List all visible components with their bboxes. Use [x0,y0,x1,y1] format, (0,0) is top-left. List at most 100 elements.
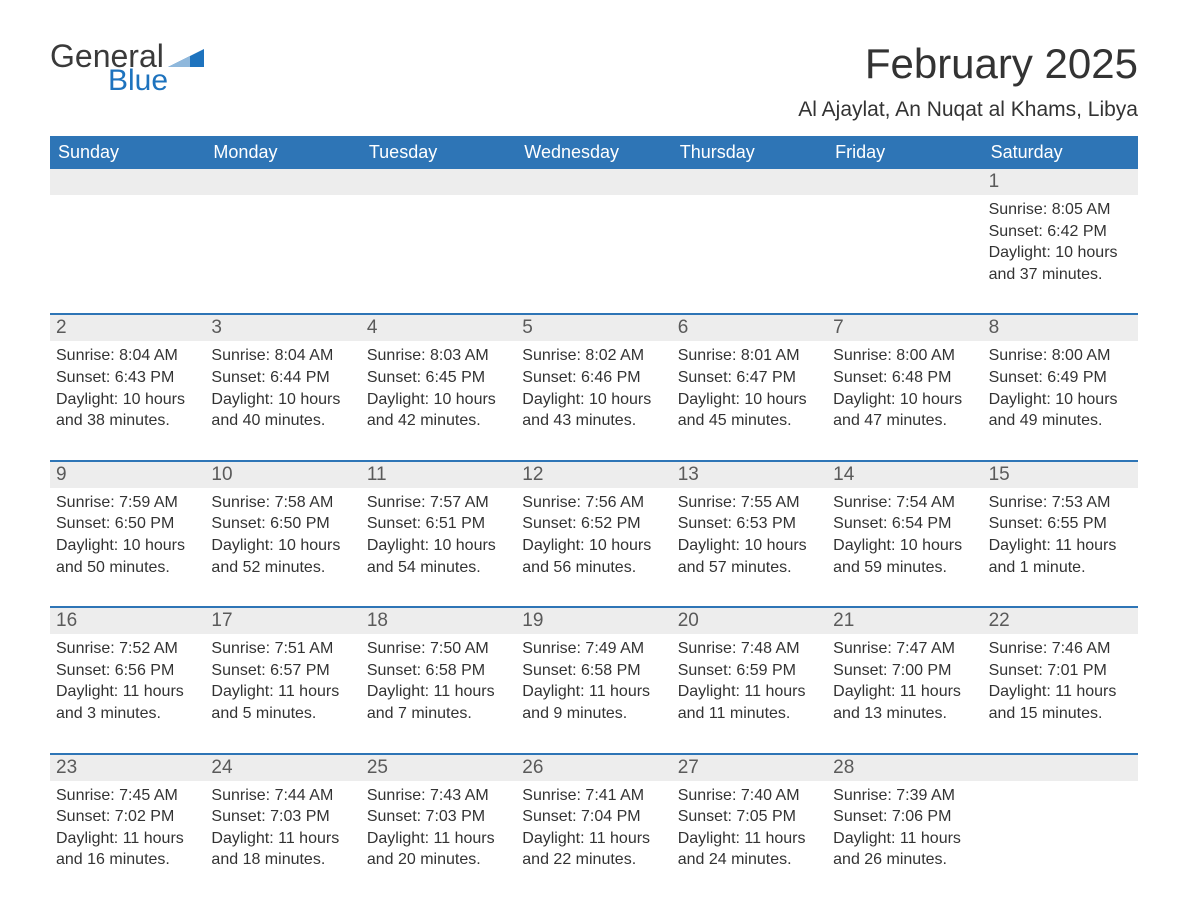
day-cell: Sunrise: 8:02 AMSunset: 6:46 PMDaylight:… [516,341,671,441]
sunset-text: Sunset: 7:02 PM [56,806,199,828]
sunrise-text: Sunrise: 7:40 AM [678,785,821,807]
sunrise-text: Sunrise: 7:50 AM [367,638,510,660]
day-number: 18 [361,608,516,634]
day-number: 1 [983,169,1138,195]
sunset-text: Sunset: 6:58 PM [367,660,510,682]
day-number: 8 [983,315,1138,341]
sunset-text: Sunset: 7:01 PM [989,660,1132,682]
day-cell: Sunrise: 7:51 AMSunset: 6:57 PMDaylight:… [205,634,360,734]
day-cell: Sunrise: 8:00 AMSunset: 6:49 PMDaylight:… [983,341,1138,441]
day-number [983,755,1138,781]
sunrise-text: Sunrise: 7:49 AM [522,638,665,660]
daylight-text: Daylight: 10 hours and 49 minutes. [989,389,1132,432]
sunrise-text: Sunrise: 8:00 AM [989,345,1132,367]
sunrise-text: Sunrise: 8:01 AM [678,345,821,367]
day-number: 6 [672,315,827,341]
day-cell: Sunrise: 8:00 AMSunset: 6:48 PMDaylight:… [827,341,982,441]
week-row: 2345678Sunrise: 8:04 AMSunset: 6:43 PMDa… [50,313,1138,441]
sunrise-text: Sunrise: 7:48 AM [678,638,821,660]
sunrise-text: Sunrise: 7:41 AM [522,785,665,807]
daylight-text: Daylight: 10 hours and 45 minutes. [678,389,821,432]
day-number: 17 [205,608,360,634]
day-number [50,169,205,195]
sunset-text: Sunset: 6:58 PM [522,660,665,682]
daylight-text: Daylight: 10 hours and 56 minutes. [522,535,665,578]
sunrise-text: Sunrise: 7:58 AM [211,492,354,514]
sunset-text: Sunset: 6:42 PM [989,221,1132,243]
daynum-row: 16171819202122 [50,608,1138,634]
sunset-text: Sunset: 6:50 PM [211,513,354,535]
sunrise-text: Sunrise: 7:54 AM [833,492,976,514]
day-cell: Sunrise: 8:03 AMSunset: 6:45 PMDaylight:… [361,341,516,441]
daynum-row: 232425262728 [50,755,1138,781]
day-number: 28 [827,755,982,781]
sunset-text: Sunset: 6:46 PM [522,367,665,389]
day-number: 24 [205,755,360,781]
day-cell: Sunrise: 7:56 AMSunset: 6:52 PMDaylight:… [516,488,671,588]
daylight-text: Daylight: 10 hours and 38 minutes. [56,389,199,432]
day-number: 5 [516,315,671,341]
daylight-text: Daylight: 11 hours and 5 minutes. [211,681,354,724]
day-cell [50,195,205,295]
day-cell: Sunrise: 7:55 AMSunset: 6:53 PMDaylight:… [672,488,827,588]
daylight-text: Daylight: 10 hours and 50 minutes. [56,535,199,578]
day-number: 21 [827,608,982,634]
daylight-text: Daylight: 10 hours and 40 minutes. [211,389,354,432]
daylight-text: Daylight: 11 hours and 3 minutes. [56,681,199,724]
day-cell: Sunrise: 7:47 AMSunset: 7:00 PMDaylight:… [827,634,982,734]
sunrise-text: Sunrise: 7:45 AM [56,785,199,807]
day-number: 7 [827,315,982,341]
week-row: 1Sunrise: 8:05 AMSunset: 6:42 PMDaylight… [50,169,1138,295]
day-number [672,169,827,195]
sunset-text: Sunset: 6:55 PM [989,513,1132,535]
day-cell: Sunrise: 7:53 AMSunset: 6:55 PMDaylight:… [983,488,1138,588]
day-number: 4 [361,315,516,341]
sunrise-text: Sunrise: 7:47 AM [833,638,976,660]
day-number: 19 [516,608,671,634]
sunrise-text: Sunrise: 7:59 AM [56,492,199,514]
day-cell: Sunrise: 7:59 AMSunset: 6:50 PMDaylight:… [50,488,205,588]
sunset-text: Sunset: 6:57 PM [211,660,354,682]
sunset-text: Sunset: 7:00 PM [833,660,976,682]
day-cell: Sunrise: 7:44 AMSunset: 7:03 PMDaylight:… [205,781,360,881]
weekday-header: Tuesday [361,136,516,169]
sunset-text: Sunset: 7:03 PM [211,806,354,828]
daylight-text: Daylight: 10 hours and 59 minutes. [833,535,976,578]
week-row: 16171819202122Sunrise: 7:52 AMSunset: 6:… [50,606,1138,734]
daylight-text: Daylight: 11 hours and 9 minutes. [522,681,665,724]
day-cell [516,195,671,295]
sunrise-text: Sunrise: 7:39 AM [833,785,976,807]
sunset-text: Sunset: 6:47 PM [678,367,821,389]
day-cell: Sunrise: 7:52 AMSunset: 6:56 PMDaylight:… [50,634,205,734]
brand-word-2: Blue [108,66,204,96]
day-number: 22 [983,608,1138,634]
sunrise-text: Sunrise: 7:46 AM [989,638,1132,660]
daylight-text: Daylight: 11 hours and 15 minutes. [989,681,1132,724]
sunset-text: Sunset: 6:54 PM [833,513,976,535]
day-number: 26 [516,755,671,781]
day-cell [827,195,982,295]
week-row: 232425262728 Sunrise: 7:45 AMSunset: 7:02… [50,753,1138,881]
day-cell: Sunrise: 7:43 AMSunset: 7:03 PMDaylight:… [361,781,516,881]
weekday-header: Friday [827,136,982,169]
daylight-text: Daylight: 10 hours and 43 minutes. [522,389,665,432]
day-cell: Sunrise: 7:57 AMSunset: 6:51 PMDaylight:… [361,488,516,588]
day-cell: Sunrise: 7:48 AMSunset: 6:59 PMDaylight:… [672,634,827,734]
day-cell: Sunrise: 8:01 AMSunset: 6:47 PMDaylight:… [672,341,827,441]
sunrise-text: Sunrise: 7:56 AM [522,492,665,514]
page-title: February 2025 [798,40,1138,88]
calendar: SundayMondayTuesdayWednesdayThursdayFrid… [50,136,1138,881]
sunset-text: Sunset: 6:45 PM [367,367,510,389]
day-cell [361,195,516,295]
day-cell: Sunrise: 7:50 AMSunset: 6:58 PMDaylight:… [361,634,516,734]
day-cell: Sunrise: 7:41 AMSunset: 7:04 PMDaylight:… [516,781,671,881]
day-number: 15 [983,462,1138,488]
day-number [827,169,982,195]
day-cell: Sunrise: 8:05 AMSunset: 6:42 PMDaylight:… [983,195,1138,295]
sunrise-text: Sunrise: 7:52 AM [56,638,199,660]
daylight-text: Daylight: 11 hours and 13 minutes. [833,681,976,724]
daylight-text: Daylight: 11 hours and 7 minutes. [367,681,510,724]
weekday-header: Sunday [50,136,205,169]
day-cell: Sunrise: 7:49 AMSunset: 6:58 PMDaylight:… [516,634,671,734]
day-cell: Sunrise: 7:39 AMSunset: 7:06 PMDaylight:… [827,781,982,881]
